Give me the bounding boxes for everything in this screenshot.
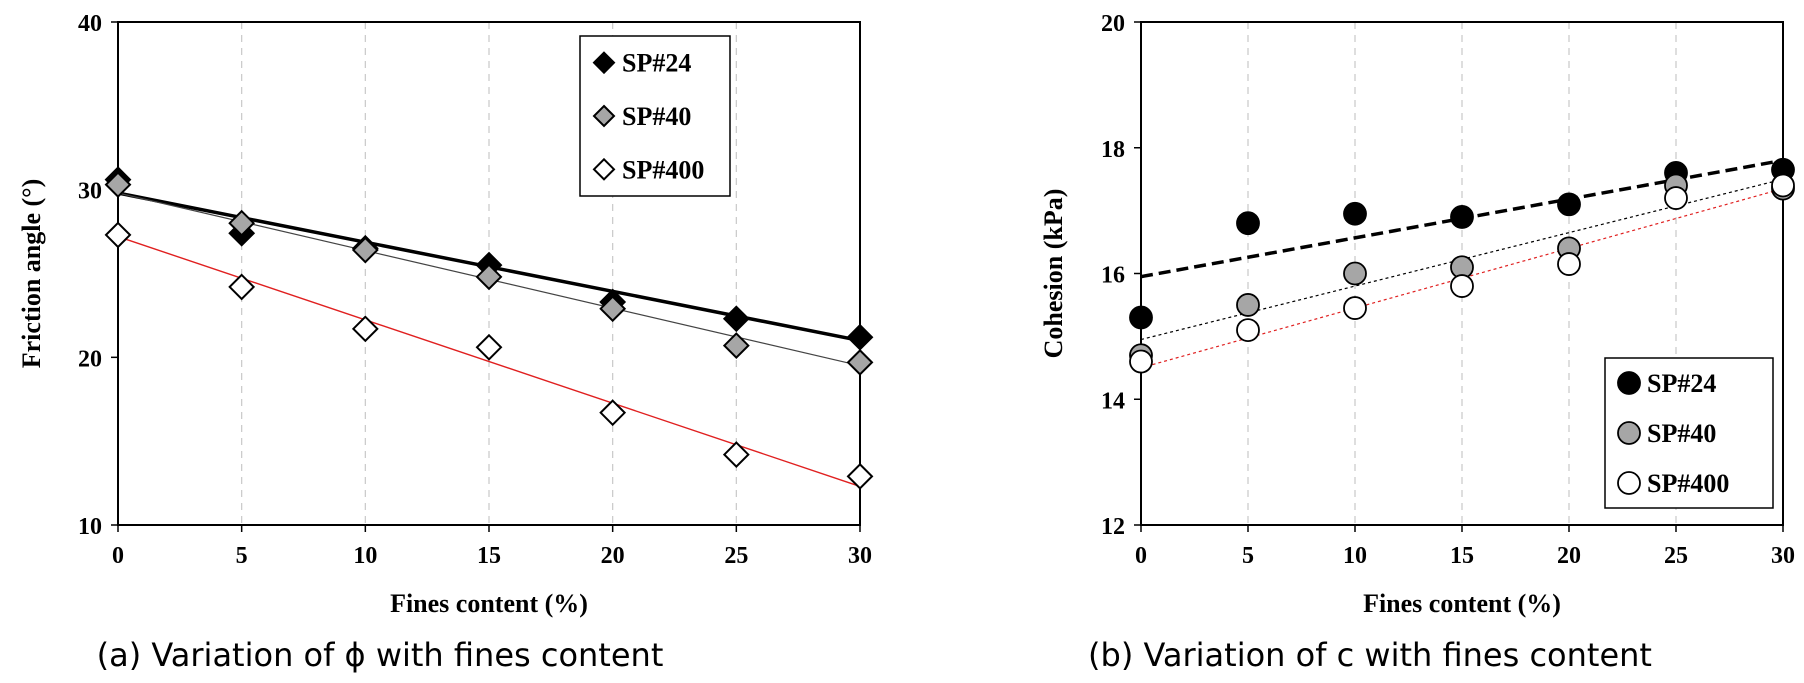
x-tick-label: 20 [1557,543,1581,569]
y-tick-label: 18 [1101,137,1125,163]
y-axis-title: Cohesion (kPa) [1039,189,1068,359]
data-point [1343,261,1367,286]
x-tick-label: 30 [848,543,872,569]
data-point [599,295,627,323]
data-point [1343,201,1367,226]
x-axis-title: Fines content (%) [390,589,588,618]
x-tick-label: 10 [353,543,377,569]
x-tick-label: 0 [1135,543,1147,569]
data-point [1664,186,1688,210]
legend: SP#24 SP#40 SP#400 [1604,357,1774,509]
legend-marker [592,157,616,181]
data-point [351,315,379,343]
data-point [228,209,256,237]
x-tick-label: 20 [601,543,625,569]
legend-label: SP#24 [622,49,691,78]
legend-label: SP#24 [1647,369,1716,398]
data-point [1557,192,1581,217]
data-point [846,348,874,376]
data-point [1236,293,1260,317]
caption: (a) Variation of ϕ with fines content [97,636,664,674]
caption: (b) Variation of c with fines content [1088,636,1652,674]
series-sp40 [104,171,874,376]
y-tick-label: 16 [1101,263,1125,289]
legend-marker [1617,471,1641,495]
y-tick-label: 20 [78,346,102,372]
series-sp400 [104,221,874,490]
data-point [599,399,627,427]
x-tick-label: 15 [477,543,501,569]
data-point [475,263,503,291]
data-point [1129,305,1153,330]
data-point [1129,349,1153,374]
data-point [1236,318,1260,342]
series-sp24 [1129,157,1795,330]
x-axis-title: Fines content (%) [1363,589,1561,618]
data-point [1771,173,1795,198]
y-tick-label: 10 [78,514,102,540]
legend-marker [592,51,616,75]
data-point [104,221,132,249]
y-tick-label: 30 [78,179,102,205]
legend-label: SP#40 [622,102,691,131]
chart-b: 0 5 10 15 20 25 30 12 14 16 18 20 Fines content (%) C… [1039,11,1795,674]
data-point [722,441,750,468]
data-point [722,332,750,360]
data-point [475,333,503,361]
x-tick-label: 30 [1771,543,1795,569]
series-sp400 [1129,173,1795,374]
y-axis-title: Friction angle (°) [17,179,46,368]
y-tick-label: 40 [78,11,102,37]
legend-label: SP#400 [622,155,704,184]
x-tick-label: 10 [1343,543,1367,569]
y-tick-label: 12 [1101,514,1125,540]
x-tick-label: 5 [1242,543,1254,569]
x-tick-label: 15 [1450,543,1474,569]
data-point [722,305,750,333]
data-point [1557,252,1581,276]
legend-marker [1617,421,1641,445]
data-point [1450,274,1474,298]
y-tick-label: 20 [1101,11,1125,37]
data-point [104,171,132,199]
legend: SP#24 SP#40 SP#400 [579,35,731,197]
legend-marker [1617,371,1641,395]
data-point [846,462,874,490]
x-tick-label: 0 [112,543,124,569]
legend-label: SP#400 [1647,469,1729,498]
x-tick-label: 25 [1664,543,1688,569]
y-tick-label: 14 [1101,388,1125,414]
x-tick-label: 5 [236,543,248,569]
data-point [1450,205,1474,229]
chart-a: 0 5 10 15 20 25 30 10 20 30 40 Fines content (%) Fri… [17,11,874,674]
data-point [1343,296,1367,320]
data-point [1236,211,1260,236]
data-point [846,323,874,351]
x-tick-label: 25 [724,543,748,569]
data-point [351,236,379,264]
legend-label: SP#40 [1647,419,1716,448]
data-point [228,273,256,301]
legend-marker [592,104,616,128]
